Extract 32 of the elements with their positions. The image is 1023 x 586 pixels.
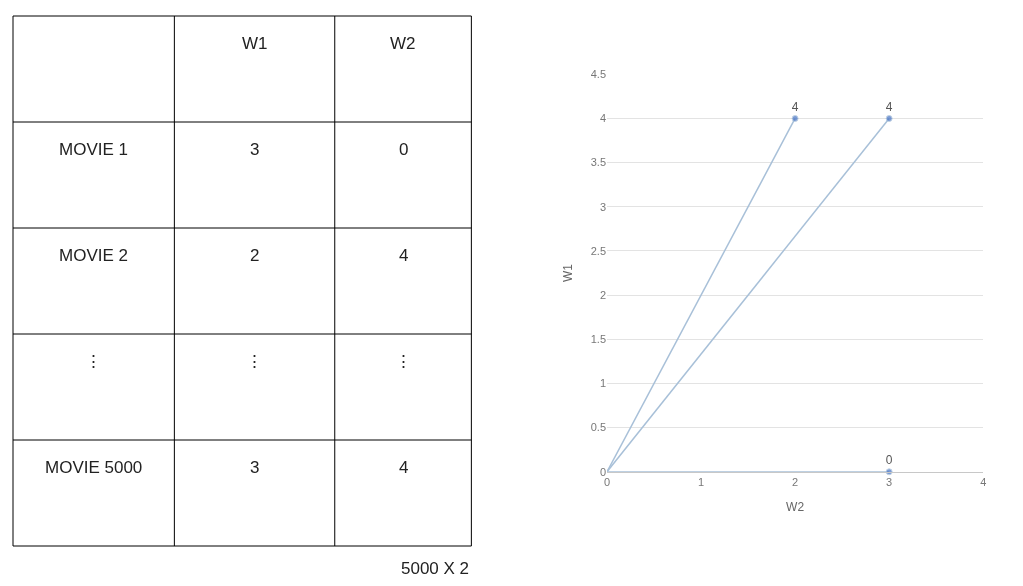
y-tick-label: 3.5 [590, 156, 606, 169]
category-label: MOVIE 5000 [45, 458, 143, 477]
y-tick-label: 2.5 [590, 244, 606, 257]
y-tick-label: 1.5 [590, 333, 606, 346]
y-tick-label: 3 [599, 200, 606, 213]
data-label: 0 [885, 453, 893, 468]
category-label: MOVIE 1 [59, 140, 128, 159]
y-tick-label: 0 [599, 465, 606, 478]
y-tick-label: 2 [599, 288, 606, 301]
y-tick-label: 4.5 [590, 68, 606, 81]
x-tick-label: 3 [886, 476, 893, 488]
text: ⋮ [395, 352, 412, 371]
y-tick-label: 1 [599, 377, 606, 390]
y-tick-label: 0.5 [590, 421, 606, 434]
category-label: ⋮ [85, 352, 102, 371]
text: ⋮ [246, 352, 263, 371]
category-label: MOVIE 2 [59, 246, 128, 265]
x-tick-label: 2 [792, 476, 799, 488]
x-tick-label: 1 [697, 476, 705, 488]
data-label: 4 [885, 99, 893, 114]
text: 2 [250, 246, 260, 265]
text: 4 [399, 246, 409, 265]
y-axis-title: W1 [561, 263, 575, 283]
category-label: W2 [390, 34, 416, 53]
text: 3 [250, 140, 260, 159]
data-label: 4 [791, 99, 799, 114]
text: 5000 X 2 [401, 559, 470, 578]
category-label: W1 [242, 34, 268, 53]
x-axis-title: W2 [786, 499, 805, 514]
y-tick-label: 4 [599, 112, 606, 125]
x-tick-label: 4 [980, 476, 987, 488]
text: 0 [399, 140, 409, 159]
